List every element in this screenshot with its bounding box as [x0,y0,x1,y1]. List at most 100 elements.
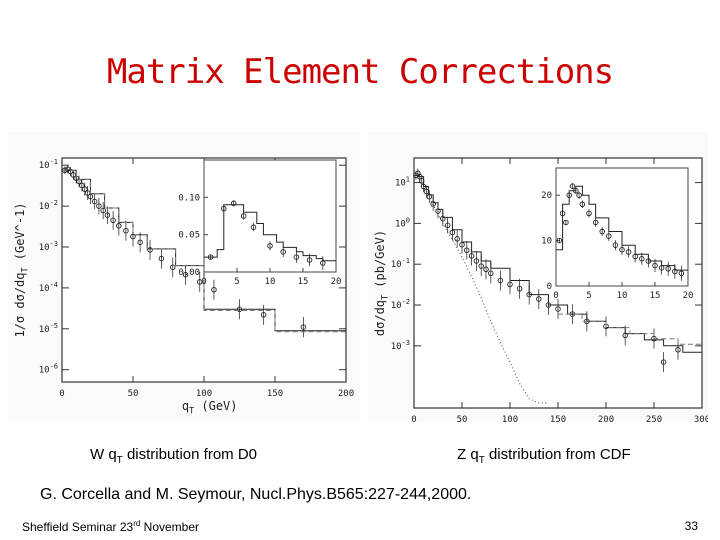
w-plot-inset-x-tick-label: 20 [331,277,342,287]
footer-pre: Sheffield Seminar 23 [22,520,134,534]
z-plot-x-tick-label: 250 [646,415,662,422]
w-plot-dashed-histogram [62,169,346,333]
z-plot-inset-data-point [619,246,625,253]
z-plot-data-point [488,270,494,277]
w-plot-inset-solid-histogram [204,204,336,262]
w-plot-inset-data-point [306,257,313,263]
w-plot-inset-data-point [230,200,237,207]
w-plot-data-point [211,287,217,293]
z-plot-x-tick-label: 100 [502,415,518,422]
z-plot-data-point [483,266,489,273]
z-plot-inset-x-tick-label: 5 [586,291,591,301]
z-plot-data-point [516,286,523,292]
w-plot-data-point [158,255,165,262]
z-plot-data-point [536,296,542,302]
z-plot-data-point [464,247,470,253]
z-plot-inset-data-point [652,262,658,269]
z-plot-y-axis-label: dσ/dqT (pb/GeV) [373,230,390,336]
z-plot-inset-y-tick-label: 10 [541,237,552,247]
z-plot-inset-data-point [639,256,645,262]
w-plot-data-point [137,239,143,246]
z-plot-inset-y-tick-label: 0 [547,282,552,292]
w-plot-data-point [170,264,176,270]
w-plot-data-point [91,198,98,205]
w-plot-data-point [84,190,91,196]
z-plot-data-point [555,306,561,312]
z-plot-inset-x-tick-label: 20 [683,291,694,301]
w-plot-data-point [96,203,102,209]
z-plot-x-tick-label: 300 [694,415,708,422]
w-plot-inset-data-point [293,254,300,260]
caption-w: W qT distribution from D0 [90,446,257,466]
w-plot-inset-y-tick-label: 0.00 [178,268,200,278]
w-qt-plot: 0 50 100 150 200 10-1 10-2 10-3 10-4 10-5 10-6 qT (… [8,132,360,422]
w-plot-data-point [110,217,116,224]
w-plot-inset-data-point [267,243,273,249]
w-plot-inset-x-tick-label: 0 [201,277,206,287]
caption-z-prefix: Z q [457,446,479,463]
z-plot-inset-data-point [625,249,632,255]
w-plot-inset-x-tick-label: 5 [234,277,239,287]
z-plot-inset-data-point [612,242,619,248]
w-plot-inset-frame [203,159,337,273]
w-plot-x-tick-label: 150 [267,389,283,399]
footer-post: November [140,520,199,534]
footer-seminar: Sheffield Seminar 23rd November [22,519,199,534]
z-plot-data-point [675,347,681,353]
z-plot-data-point [497,277,504,284]
w-plot-data-point [79,182,85,189]
w-plot-data-point [300,324,307,330]
w-plot-data-point [67,168,74,175]
z-plot-inset-solid-histogram [556,185,688,271]
w-plot-data-point [182,271,189,278]
w-plot-inset-data-point [250,224,257,230]
w-plot-data-point [196,279,203,285]
w-plot-x-tick-label: 100 [196,389,212,399]
z-plot-inset-data-point [592,219,599,226]
caption-w-sub: T [116,455,123,466]
z-plot-inset-data-point [586,210,592,217]
z-plot-data-point [444,222,451,229]
z-plot-inset-data-point [599,228,605,235]
w-plot-data-point [260,312,267,318]
caption-w-suffix: distribution from D0 [122,446,257,463]
z-plot-dashed-histogram [558,313,702,345]
z-plot-inset-y-tick-label: 20 [541,191,552,201]
z-plot-inset-x-tick-label: 0 [553,291,558,301]
z-plot-data-point [473,258,480,264]
z-plot-solid-histogram [414,174,702,353]
w-plot-data-point [70,172,77,178]
z-plot-inset-data-point [678,270,685,277]
caption-z-sub: T [478,455,485,466]
z-plot-inset-data-point [579,201,586,208]
z-plot-inset-data-point [576,192,582,198]
z-plot-data-point [478,263,484,269]
z-plot-data-point [468,253,475,259]
w-plot-inset-data-point [280,249,286,255]
z-plot-data-point [454,236,460,242]
z-plot-x-tick-label: 0 [411,415,416,422]
footer-sup: rd [133,519,141,528]
z-plot-data-point [660,359,667,365]
w-plot-data-point [116,223,122,229]
w-plot-y-axis-label: 1/σ dσ/dqT (GeV^-1) [13,202,30,337]
w-plot-inset-data-point [240,213,247,219]
w-plot-data-point [87,193,94,200]
z-plot-x-tick-label: 50 [457,415,468,422]
w-plot-data-point [100,207,106,214]
w-plot-x-tick-label: 0 [59,389,64,399]
w-plot-data-point [81,186,88,192]
z-plot-inset-x-tick-label: 10 [617,291,628,301]
z-plot-inset-data-point [606,233,612,239]
w-plot-inset-x-tick-label: 15 [298,277,309,287]
w-plot-data-point [104,212,111,218]
caption-z: Z qT distribution from CDF [457,446,631,466]
caption-z-suffix: distribution from CDF [484,446,631,463]
w-plot-data-point [123,227,129,234]
w-plot-inset-y-tick-label: 0.10 [178,193,200,203]
w-plot-x-axis-label: qT (GeV) [182,399,238,416]
slide-title: Matrix Element Corrections [106,52,614,92]
